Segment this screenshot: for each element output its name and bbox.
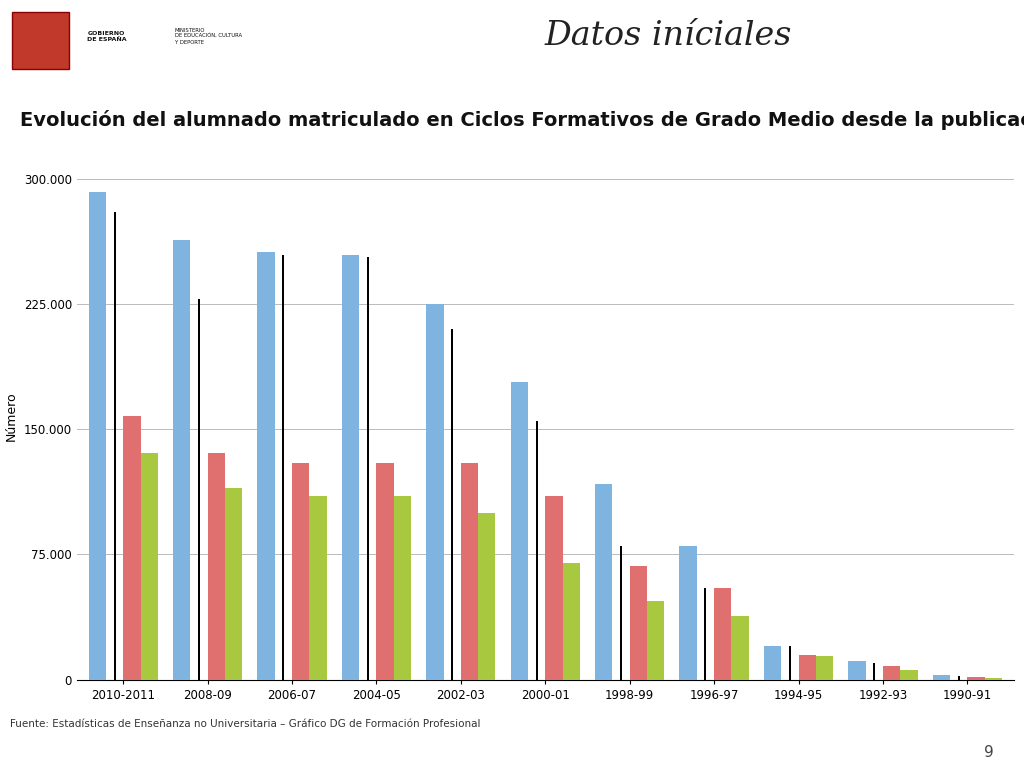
Bar (788, 647, 791, 680)
Text: Fuente: Estadísticas de Enseñanza no Universitaria – Gráfico DG de Formación Pro: Fuente: Estadísticas de Enseñanza no Uni… (10, 719, 480, 729)
Bar (478, 513, 496, 680)
Bar (883, 667, 900, 680)
Bar (562, 563, 580, 680)
Bar (208, 452, 225, 680)
Bar (452, 329, 454, 680)
Bar (198, 299, 200, 680)
Bar (114, 212, 116, 680)
Bar (283, 256, 285, 680)
Bar (173, 240, 190, 680)
Text: GOBIERNO
DE ESPAÑA: GOBIERNO DE ESPAÑA (87, 31, 127, 41)
Text: Datos iníciales: Datos iníciales (545, 20, 792, 52)
Bar (595, 485, 612, 680)
Bar (257, 252, 274, 680)
Bar (620, 546, 622, 680)
Bar (536, 421, 538, 680)
Bar (680, 546, 696, 680)
Bar (816, 657, 834, 680)
Bar (968, 677, 985, 680)
Bar (714, 588, 731, 680)
Bar (873, 663, 876, 680)
Bar (367, 257, 369, 680)
Bar (511, 382, 528, 680)
Bar (140, 452, 158, 680)
Bar (731, 616, 749, 680)
Bar (394, 496, 411, 680)
Bar (545, 496, 562, 680)
Text: MINISTERIO
DE EDUCACIÓN, CULTURA
Y DEPORTE: MINISTERIO DE EDUCACIÓN, CULTURA Y DEPOR… (175, 28, 242, 45)
Bar (705, 588, 707, 680)
Bar (764, 647, 781, 680)
Bar (957, 677, 959, 680)
Text: 9: 9 (983, 745, 993, 760)
Bar (848, 661, 865, 680)
Bar (12, 12, 69, 68)
Text: Evolución del alumnado matriculado en Ciclos Formativos de Grado Medio desde la : Evolución del alumnado matriculado en Ci… (20, 110, 1024, 130)
Bar (985, 678, 1001, 680)
Bar (377, 462, 394, 680)
Bar (292, 462, 309, 680)
Bar (309, 496, 327, 680)
Bar (89, 192, 105, 680)
Bar (123, 415, 140, 680)
Bar (225, 488, 243, 680)
Bar (426, 304, 443, 680)
Bar (342, 256, 359, 680)
Bar (461, 462, 478, 680)
Bar (647, 601, 665, 680)
Bar (799, 654, 816, 680)
Bar (933, 674, 950, 680)
Bar (900, 670, 918, 680)
Y-axis label: Número: Número (5, 392, 18, 442)
Bar (630, 566, 647, 680)
